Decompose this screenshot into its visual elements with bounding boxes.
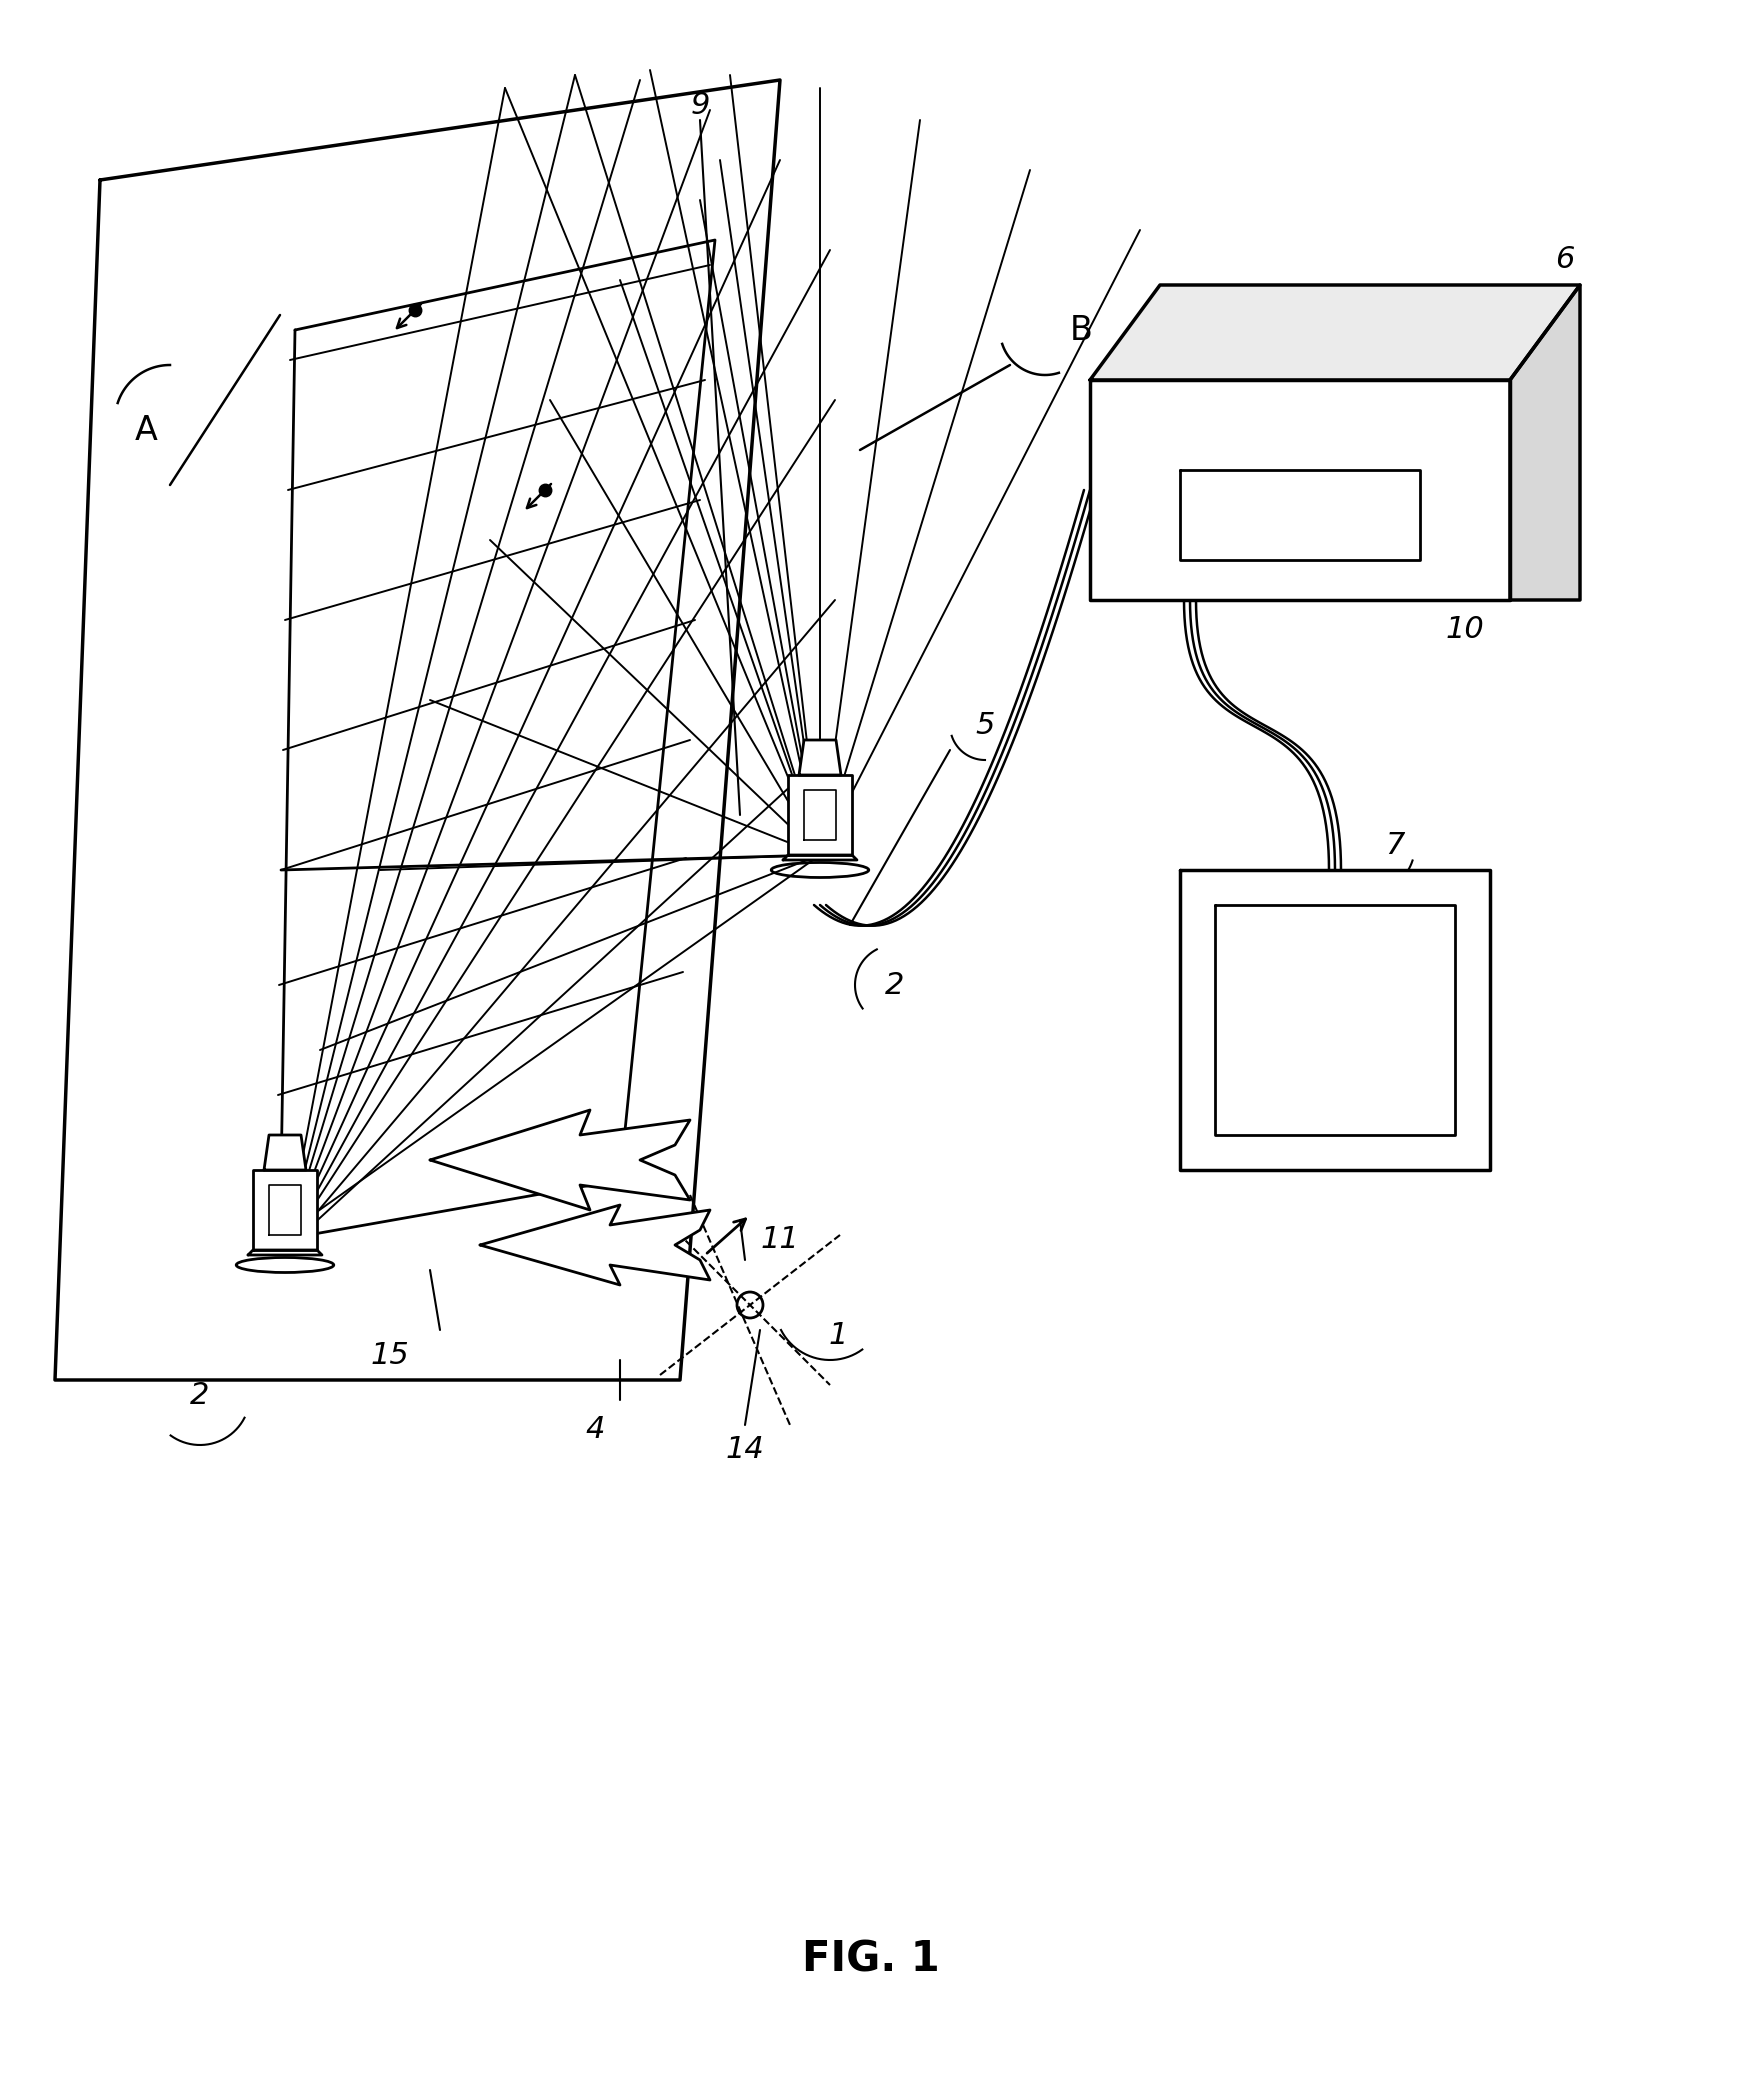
- Polygon shape: [481, 1204, 711, 1284]
- Text: 2: 2: [190, 1380, 209, 1410]
- Text: A: A: [134, 413, 159, 447]
- Polygon shape: [1090, 380, 1510, 600]
- Polygon shape: [787, 774, 852, 856]
- Polygon shape: [1090, 285, 1580, 380]
- Text: 5: 5: [976, 711, 995, 738]
- Text: 15: 15: [371, 1341, 409, 1370]
- Polygon shape: [247, 1250, 322, 1255]
- Text: 14: 14: [726, 1435, 765, 1464]
- Polygon shape: [782, 856, 857, 860]
- Polygon shape: [1510, 285, 1580, 600]
- Polygon shape: [800, 741, 841, 774]
- Text: B: B: [1070, 313, 1092, 346]
- Text: 2: 2: [885, 971, 904, 999]
- Text: 9: 9: [690, 90, 709, 120]
- Polygon shape: [265, 1135, 307, 1171]
- Text: 10: 10: [1446, 615, 1484, 644]
- Text: FIG. 1: FIG. 1: [801, 1939, 941, 1981]
- Text: 1: 1: [827, 1320, 848, 1349]
- Text: 7: 7: [1385, 831, 1404, 860]
- Text: 11: 11: [761, 1225, 800, 1255]
- Text: 4: 4: [585, 1416, 604, 1446]
- Text: 6: 6: [1556, 245, 1575, 275]
- Polygon shape: [56, 80, 780, 1380]
- Polygon shape: [253, 1171, 317, 1250]
- Polygon shape: [1179, 871, 1489, 1171]
- Polygon shape: [430, 1110, 690, 1211]
